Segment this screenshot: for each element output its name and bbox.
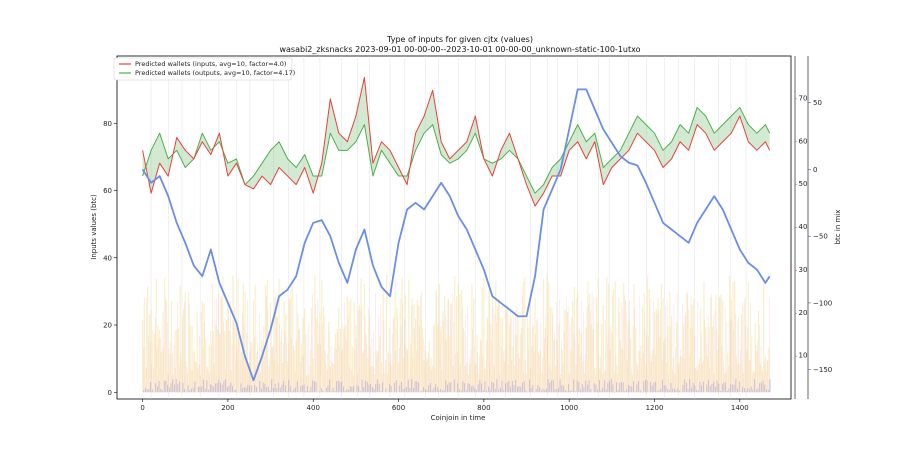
x-tick-label: 1400 [731,404,749,412]
y3-tick-label: −50 [813,233,828,241]
y2-tick-label: 60 [799,137,808,145]
chart-subtitle: wasabi2_zksnacks 2023-09-01 00-00-00--20… [279,45,640,54]
series-line-inputs [142,76,771,207]
x-axis: 0 200 400 600 800 1000 1200 1400 [140,399,749,412]
y3-tick-label: 0 [813,166,817,174]
legend-box [113,57,293,81]
title-group: Type of inputs for given cjtx (values) w… [279,35,640,54]
y-tick-label: 0 [108,389,112,397]
y2-tick-label: 70 [799,94,808,102]
x-tick-label: 800 [477,404,490,412]
y-axis-right-outer: 50 0 −50 −100 −150 [807,56,832,399]
x-tick-label: 1000 [560,404,578,412]
y2-tick-label: 20 [799,309,808,317]
x-tick-label: 1200 [646,404,664,412]
y3-tick-label: −100 [813,299,832,307]
y2-tick-label: 40 [799,223,808,231]
series-line-btc-in-mix [141,88,771,382]
y3-tick-label: 50 [813,99,822,107]
y-tick-label: 20 [103,322,112,330]
series-lines [141,76,771,382]
x-tick-label: 400 [307,404,320,412]
x-tick-label: 0 [140,404,144,412]
series-line-outputs [142,106,771,194]
y-axis-right-inner: 10 20 30 40 50 60 70 [794,56,808,399]
y2-tick-label: 10 [799,352,808,360]
y2-tick-label: 50 [799,180,808,188]
fill-between [142,77,770,207]
x-tick-label: 600 [392,404,405,412]
background-bars [141,274,771,393]
chart-title: Type of inputs for given cjtx (values) [386,35,533,44]
y-tick-label: 60 [103,187,112,195]
y2-tick-label: 30 [799,266,808,274]
legend: Predicted wallets (inputs, avg=10, facto… [113,57,295,81]
y3-tick-label: −150 [813,366,832,374]
y-tick-label: 80 [103,120,112,128]
y-tick-label: 40 [103,254,112,262]
difference-fill [142,77,770,207]
legend-label-inputs: Predicted wallets (inputs, avg=10, facto… [135,60,286,68]
x-tick-label: 200 [221,404,234,412]
legend-label-outputs: Predicted wallets (outputs, avg=10, fact… [135,69,295,77]
x-axis-label: Coinjoin in time [431,414,486,422]
y3-axis-label: btc in mix [834,210,842,245]
y-axis-left: 0 20 40 60 80 [103,120,117,397]
y-axis-label: Inputs values (btc) [90,194,98,260]
